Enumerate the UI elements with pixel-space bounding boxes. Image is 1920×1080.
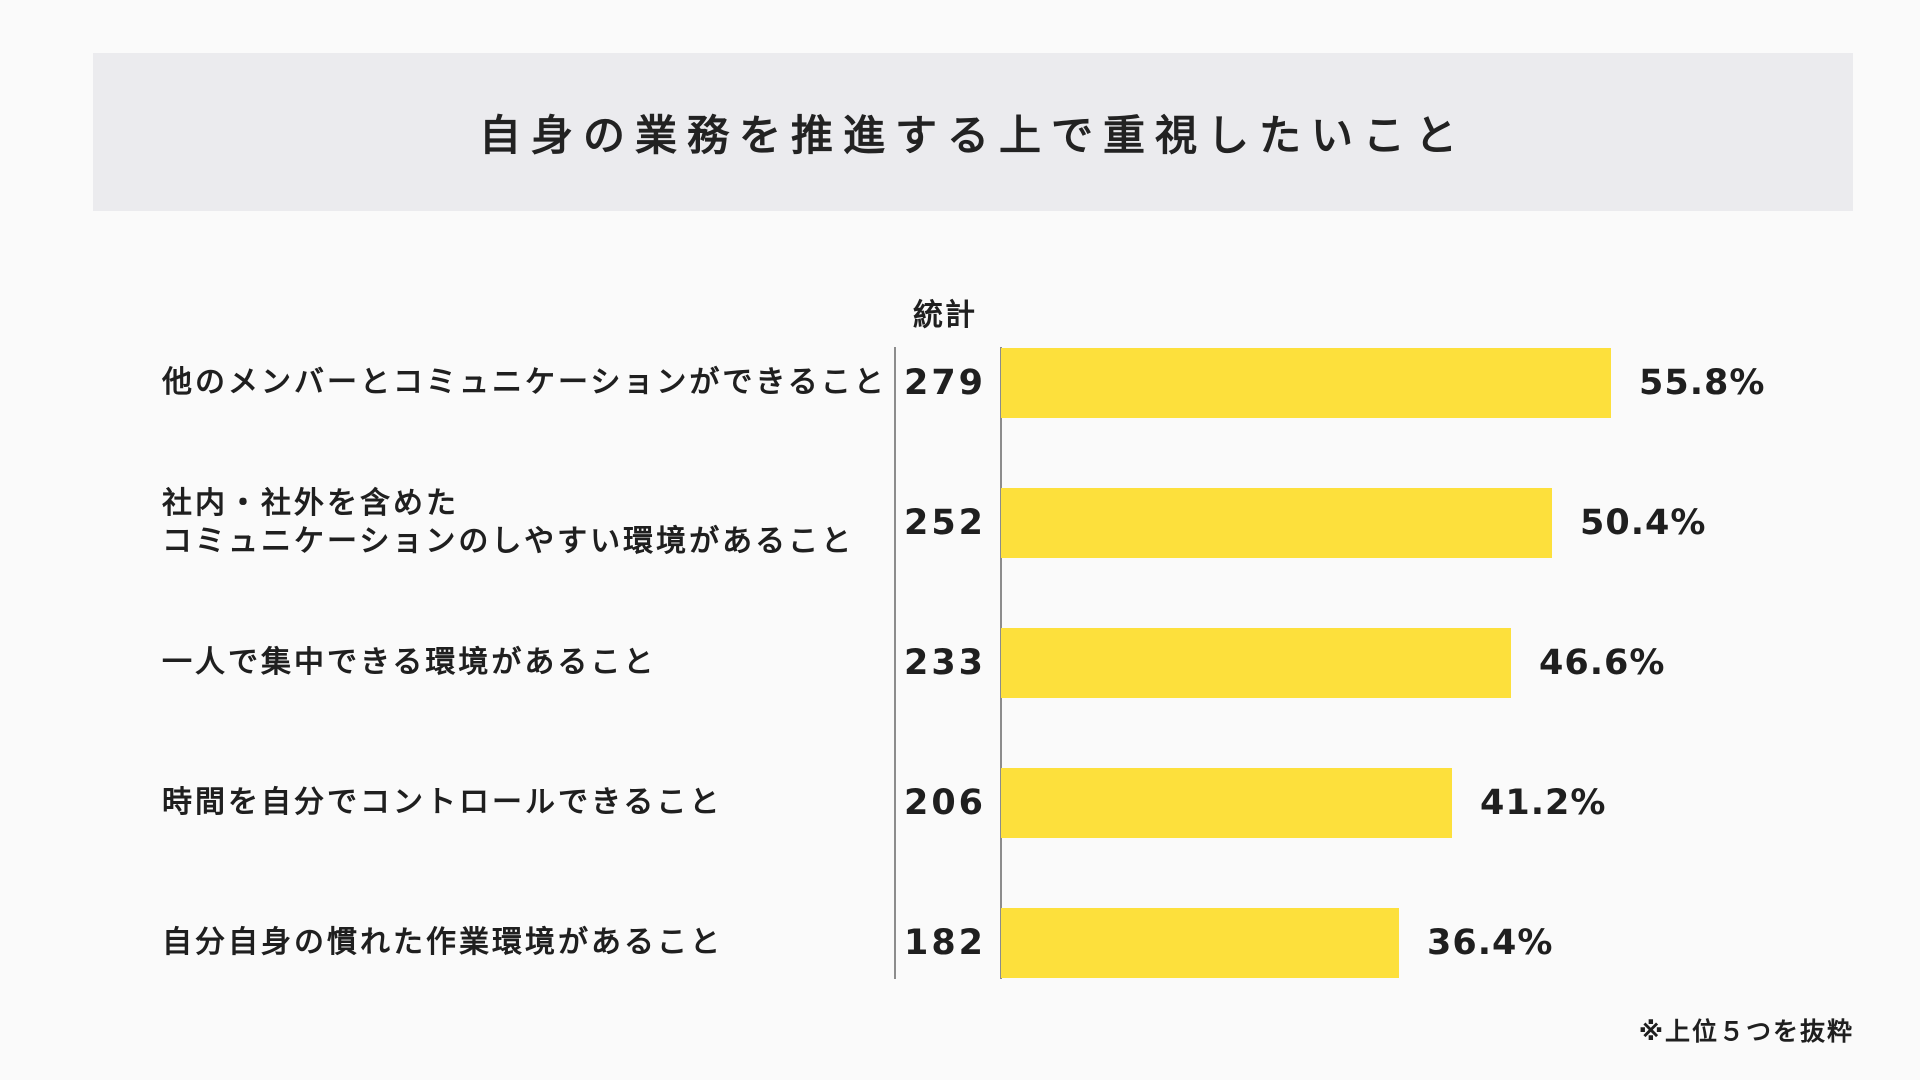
category-label-line: コミュニケーションのしやすい環境があること xyxy=(162,524,855,559)
category-label: 時間を自分でコントロールできること xyxy=(162,768,882,838)
percent-label: 36.4% xyxy=(1427,923,1554,963)
category-label-line: 他のメンバーとコミュニケーションができること xyxy=(162,365,887,400)
count-value: 206 xyxy=(903,783,987,823)
count-value: 233 xyxy=(903,643,987,683)
percent-label: 50.4% xyxy=(1580,503,1707,543)
category-label: 自分自身の慣れた作業環境があること xyxy=(162,908,882,978)
bar xyxy=(1001,348,1611,418)
column-header: 統計 xyxy=(913,298,977,333)
category-label-line: 自分自身の慣れた作業環境があること xyxy=(162,925,723,960)
percent-label: 46.6% xyxy=(1539,643,1666,683)
category-label-line: 一人で集中できる環境があること xyxy=(162,645,657,680)
chart-title: 自身の業務を推進する上で重視したいこと xyxy=(478,110,1467,160)
label-divider-line xyxy=(894,347,896,979)
bar xyxy=(1001,488,1552,558)
count-value: 279 xyxy=(903,363,987,403)
category-label: 社内・社外を含めた コミュニケーションのしやすい環境があること xyxy=(162,486,882,559)
title-band: 自身の業務を推進する上で重視したいこと xyxy=(93,53,1853,211)
percent-label: 55.8% xyxy=(1639,363,1766,403)
category-label: 一人で集中できる環境があること xyxy=(162,628,882,698)
category-label-line: 社内・社外を含めた xyxy=(162,486,459,521)
count-value: 252 xyxy=(903,503,987,543)
footnote: ※上位５つを抜粋 xyxy=(1638,1017,1854,1046)
bar xyxy=(1001,768,1452,838)
percent-label: 41.2% xyxy=(1480,783,1607,823)
count-value: 182 xyxy=(903,923,987,963)
category-label-line: 時間を自分でコントロールできること xyxy=(162,785,723,820)
category-label: 他のメンバーとコミュニケーションができること xyxy=(162,348,887,418)
bar xyxy=(1001,908,1399,978)
bar xyxy=(1001,628,1511,698)
